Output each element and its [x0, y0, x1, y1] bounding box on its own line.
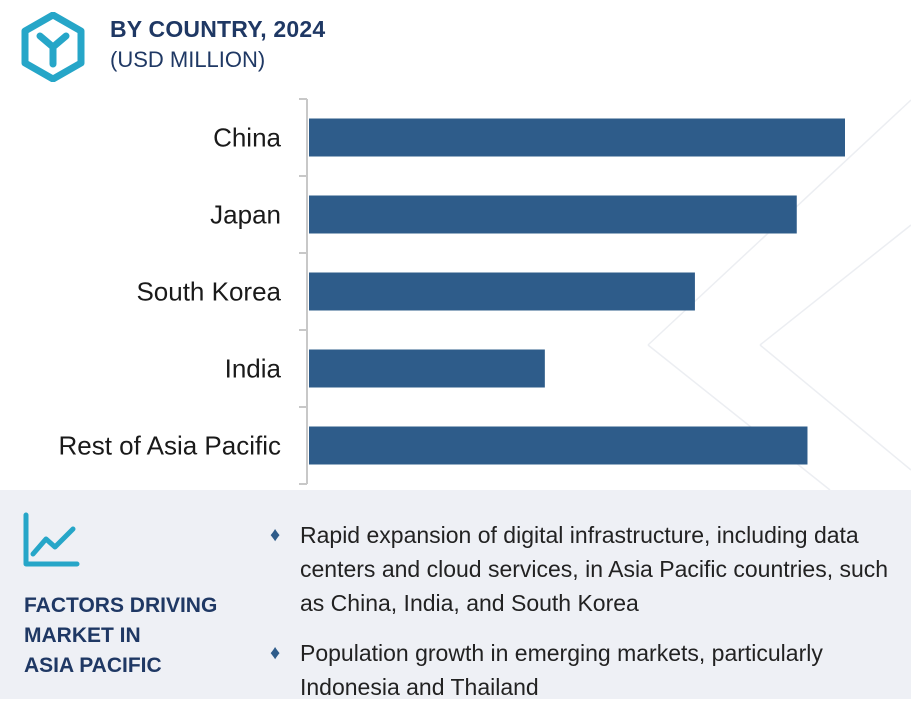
category-label: Rest of Asia Pacific [58, 431, 281, 461]
hexagon-y-logo-icon [21, 12, 85, 82]
bar-china [309, 118, 845, 157]
factor-text: Rapid expansion of digital infrastructur… [300, 522, 889, 616]
factors-list: ♦ Rapid expansion of digital infrastruct… [270, 518, 890, 720]
diamond-bullet-icon: ♦ [270, 524, 281, 546]
bar-south-korea [309, 272, 695, 311]
bar-japan [309, 195, 797, 234]
bar-rest-of-asia-pacific [309, 426, 808, 465]
category-label: South Korea [136, 277, 281, 307]
trend-chart-icon [23, 512, 80, 567]
category-label: India [225, 354, 282, 384]
factors-title-line: FACTORS DRIVING [24, 594, 218, 617]
factors-title: FACTORS DRIVING MARKET IN ASIA PACIFIC [24, 591, 244, 681]
chart-subtitle: (USD MILLION) [110, 47, 266, 72]
factor-text: Population growth in emerging markets, p… [300, 640, 823, 700]
factors-title-line: MARKET IN [24, 624, 141, 647]
factor-item: ♦ Rapid expansion of digital infrastruct… [270, 518, 890, 620]
category-label: China [213, 123, 281, 153]
factor-item: ♦ Population growth in emerging markets,… [270, 636, 890, 704]
factors-title-line: ASIA PACIFIC [24, 654, 162, 677]
bar-india [309, 349, 545, 388]
bar-chart: China Japan South Korea India Rest of Asia P… [58, 98, 845, 485]
factors-panel [0, 490, 911, 699]
chart-title: BY COUNTRY, 2024 [110, 16, 326, 42]
diamond-bullet-icon: ♦ [270, 642, 281, 664]
category-label: Japan [210, 200, 281, 230]
